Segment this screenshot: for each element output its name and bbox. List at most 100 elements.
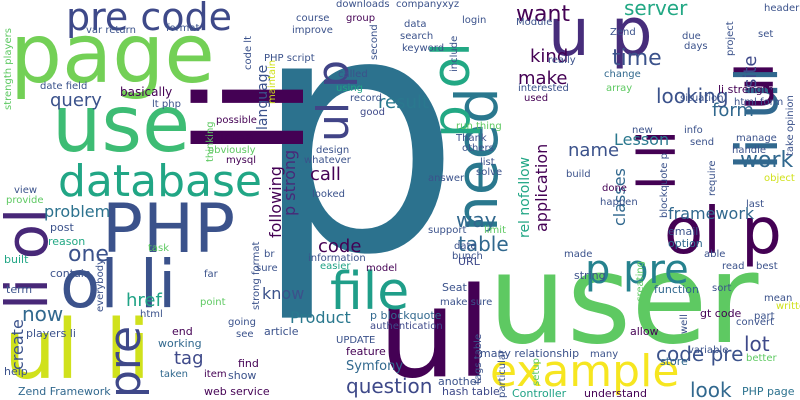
word-built: built — [4, 253, 29, 266]
word-many: many — [590, 349, 619, 360]
word-allow: allow — [630, 325, 659, 338]
word-idea: idea — [220, 128, 255, 147]
word-br: br — [264, 249, 275, 260]
word-take: take — [785, 134, 796, 156]
word-require: require — [707, 160, 718, 196]
word-Product: Product — [290, 308, 351, 327]
word-example: example — [490, 346, 680, 397]
word-many-relationship: many relationship — [480, 347, 580, 360]
word-authentication: authentication — [370, 321, 443, 332]
word-thinking: thinking — [205, 121, 216, 162]
word-contain: contain — [50, 267, 91, 280]
word-creating: creating — [635, 260, 646, 302]
word-record: record — [350, 93, 382, 104]
word-PHP: PHP — [102, 190, 236, 269]
word-run-thing: run thing — [456, 121, 502, 132]
word-code-pre: code pre — [656, 342, 744, 366]
word-good: good — [360, 107, 385, 118]
word-p-pre: p pre — [585, 247, 689, 293]
word-database: database — [58, 156, 262, 207]
word-looking: looking — [656, 84, 729, 108]
word-players-li: players li — [26, 327, 76, 340]
word-name: name — [568, 140, 620, 161]
word-href: href — [126, 290, 162, 311]
word-looked: looked — [312, 189, 345, 200]
word-change: change — [604, 69, 641, 80]
word-create: create — [8, 319, 27, 370]
word-look: look — [690, 378, 732, 400]
word-u-p: u p — [548, 0, 653, 71]
word-object: object — [764, 173, 795, 184]
word-build: build — [566, 169, 591, 180]
word-Zend: Zend — [610, 27, 636, 38]
word-question: question — [346, 374, 433, 398]
word-interested: interested — [518, 83, 569, 94]
word-going: going — [228, 317, 256, 328]
word-store: store — [660, 355, 688, 368]
word-model: model — [366, 263, 398, 274]
word-Controller: Controller — [512, 387, 567, 400]
word-strength-players: strength players — [3, 28, 14, 110]
word-sure: sure — [256, 263, 278, 274]
word-easier: easier — [320, 261, 351, 272]
word-work: work — [740, 148, 794, 173]
word-whatever: whatever — [304, 155, 351, 166]
word-date: date — [454, 241, 477, 252]
word-application: application — [532, 143, 551, 232]
word-server: server — [624, 0, 688, 20]
word-course: course — [296, 13, 330, 24]
word-used: used — [524, 93, 549, 104]
word-header: header — [764, 3, 800, 14]
word-table: table — [458, 232, 509, 256]
word-basically: basically — [120, 85, 173, 99]
word-info: info — [684, 125, 703, 136]
word-Symfony: Symfony — [346, 359, 404, 374]
word-string: string — [574, 269, 606, 282]
word-ul-li: ul li — [4, 303, 151, 398]
word-answer: answer — [428, 173, 465, 184]
word-called: called — [338, 69, 368, 80]
word-provide: provide — [6, 195, 44, 206]
word-really: really — [548, 55, 576, 66]
word-find: find — [238, 357, 259, 370]
word-improve: improve — [292, 25, 333, 36]
word-information: information — [308, 253, 366, 264]
word-send: send — [690, 137, 715, 148]
word-obviously: obviously — [208, 145, 256, 156]
word-everybody: everybody — [95, 259, 106, 312]
word-opinion: opinion — [785, 95, 796, 132]
word-kind: kind — [530, 46, 569, 67]
word-done: done — [602, 183, 627, 194]
word-days: days — [684, 41, 708, 52]
word-framework: framework — [668, 204, 755, 223]
word-know: know — [262, 284, 305, 303]
word-hash-table: hash table — [442, 385, 500, 398]
word-html-form: html form — [734, 97, 784, 108]
word-time: time — [612, 46, 662, 71]
word-Lesson: Lesson — [614, 130, 670, 149]
word-user: user — [488, 228, 759, 372]
word-sort: sort — [712, 283, 732, 294]
word-companyxyz: companyxyz — [396, 0, 460, 10]
word-point: point — [200, 297, 226, 308]
word-way: way — [456, 208, 497, 232]
word-result: result — [378, 92, 429, 113]
word-pre-code: pre code — [66, 0, 233, 39]
word-make-sure: make sure — [440, 297, 493, 308]
word-show: show — [228, 369, 257, 382]
word-variable: variable — [688, 345, 729, 356]
word-bunch: bunch — [452, 251, 483, 262]
word-file: file — [330, 262, 410, 322]
word-able: able — [704, 249, 726, 260]
word-lot: lot — [744, 332, 770, 356]
word-post: post — [50, 221, 74, 234]
word-help: help — [4, 365, 28, 378]
word-tag: tag — [174, 348, 204, 369]
word-PHP-page: PHP page — [742, 385, 795, 398]
word-Zend-Framework: Zend Framework — [18, 385, 111, 398]
word-due: due — [682, 31, 701, 42]
word-item: item — [204, 369, 227, 380]
word-option: option — [668, 237, 703, 250]
word-Seat: Seat — [442, 281, 467, 294]
